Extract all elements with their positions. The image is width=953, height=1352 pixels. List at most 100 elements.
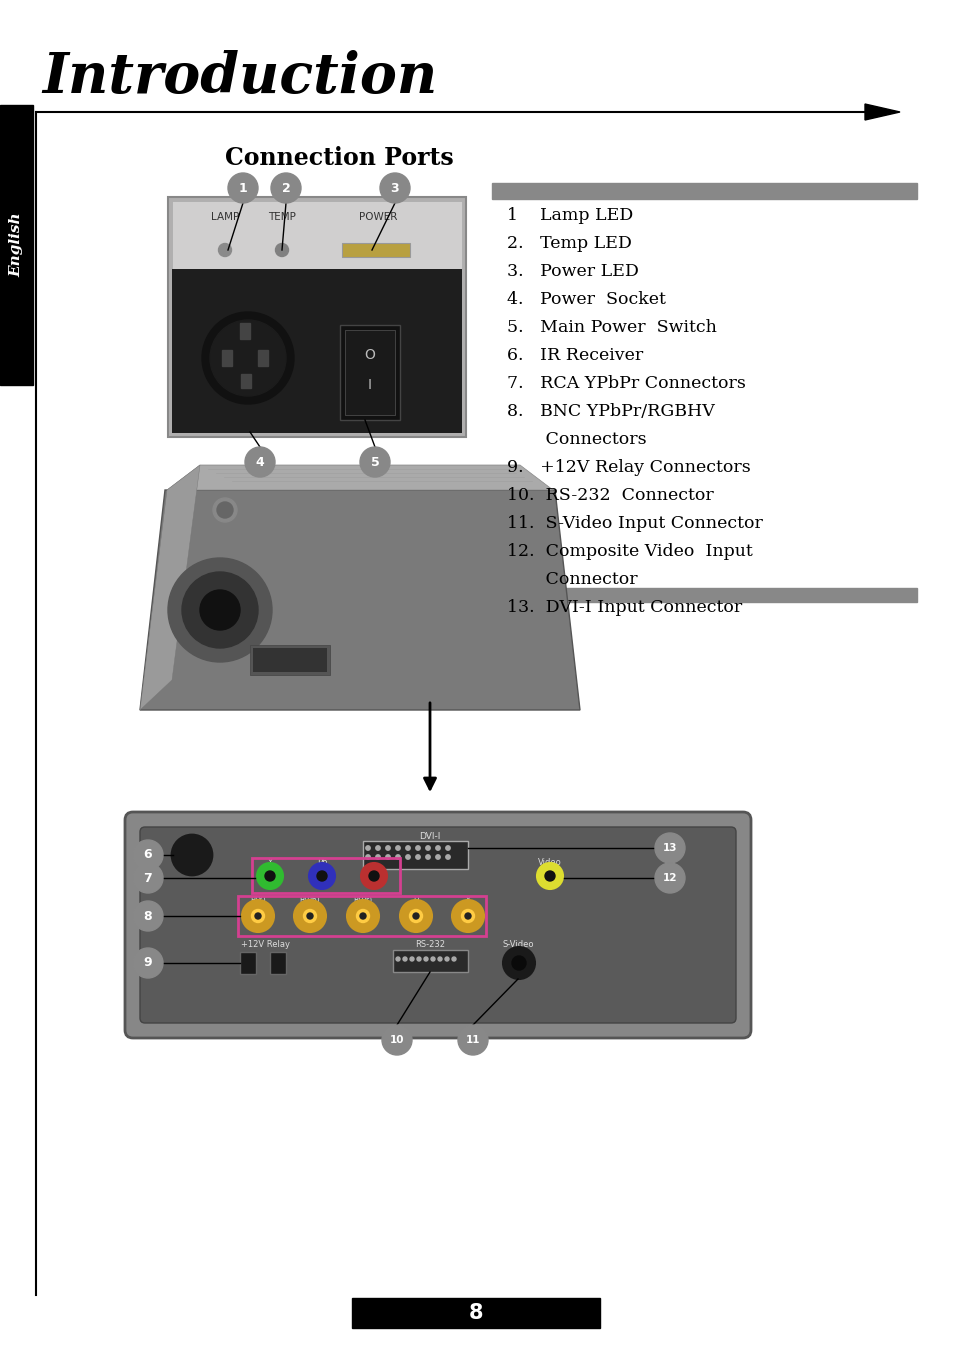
Circle shape — [655, 833, 684, 863]
Circle shape — [347, 900, 378, 932]
Circle shape — [452, 957, 456, 961]
Circle shape — [172, 836, 212, 875]
Circle shape — [202, 312, 294, 404]
Text: B(Pb): B(Pb) — [299, 896, 320, 904]
Bar — [237, 896, 485, 936]
Circle shape — [416, 846, 419, 850]
Circle shape — [245, 448, 274, 477]
Circle shape — [537, 863, 562, 890]
Text: Connectors: Connectors — [506, 431, 646, 448]
Text: 5.   Main Power  Switch: 5. Main Power Switch — [506, 319, 716, 337]
Circle shape — [271, 173, 301, 203]
Bar — [240, 952, 255, 973]
Text: 4: 4 — [255, 456, 264, 469]
Text: DVI-I: DVI-I — [419, 831, 440, 841]
Circle shape — [445, 846, 450, 850]
Circle shape — [132, 840, 163, 869]
Bar — [352, 1298, 599, 1328]
Bar — [0, 105, 33, 385]
Circle shape — [375, 846, 380, 850]
Text: Pb: Pb — [316, 859, 327, 867]
Circle shape — [359, 913, 366, 919]
Circle shape — [365, 846, 370, 850]
Bar — [253, 648, 327, 672]
Circle shape — [132, 900, 163, 932]
FancyBboxPatch shape — [140, 827, 735, 1023]
Text: 3: 3 — [391, 181, 399, 195]
Circle shape — [379, 173, 410, 203]
Circle shape — [395, 854, 399, 860]
Circle shape — [425, 854, 430, 860]
Circle shape — [360, 863, 387, 890]
Text: 3.   Power LED: 3. Power LED — [506, 264, 639, 280]
Circle shape — [309, 863, 335, 890]
Circle shape — [544, 871, 555, 882]
Circle shape — [182, 572, 257, 648]
Text: 13: 13 — [662, 844, 677, 853]
Text: Y: Y — [465, 896, 470, 904]
Circle shape — [423, 957, 428, 961]
Circle shape — [200, 589, 240, 630]
Circle shape — [369, 871, 378, 882]
Circle shape — [210, 320, 286, 396]
Circle shape — [256, 863, 283, 890]
Text: 7.   RCA YPbPr Connectors: 7. RCA YPbPr Connectors — [506, 375, 745, 392]
Text: 13.  DVI-I Input Connector: 13. DVI-I Input Connector — [506, 599, 741, 617]
Circle shape — [464, 913, 471, 919]
Text: O: O — [364, 347, 375, 362]
Bar — [257, 350, 268, 366]
Text: 4.   Power  Socket: 4. Power Socket — [506, 291, 665, 308]
Circle shape — [356, 910, 369, 922]
Circle shape — [655, 863, 684, 894]
Text: S-Video: S-Video — [501, 940, 533, 949]
Text: 9.   +12V Relay Connectors: 9. +12V Relay Connectors — [506, 458, 750, 476]
Circle shape — [445, 854, 450, 860]
Circle shape — [265, 871, 274, 882]
Polygon shape — [140, 489, 579, 710]
Circle shape — [385, 846, 390, 850]
Text: 12: 12 — [662, 873, 677, 883]
Text: RS-232: RS-232 — [415, 940, 444, 949]
Bar — [250, 645, 330, 675]
Text: 8: 8 — [468, 1303, 483, 1324]
Circle shape — [254, 913, 261, 919]
Circle shape — [436, 854, 439, 860]
Circle shape — [461, 910, 474, 922]
Text: 1: 1 — [238, 181, 247, 195]
Circle shape — [457, 1025, 488, 1055]
Bar — [172, 269, 461, 433]
Bar — [222, 350, 232, 366]
Text: 1    Lamp LED: 1 Lamp LED — [506, 207, 633, 224]
Text: 5: 5 — [370, 456, 379, 469]
Circle shape — [365, 854, 370, 860]
Text: 10.  RS-232  Connector: 10. RS-232 Connector — [506, 487, 713, 504]
Text: 7: 7 — [144, 872, 152, 884]
Circle shape — [395, 957, 399, 961]
Circle shape — [294, 900, 326, 932]
Bar — [168, 197, 465, 437]
Polygon shape — [864, 104, 899, 120]
Text: English: English — [9, 212, 23, 277]
Circle shape — [502, 946, 535, 979]
Text: Video: Video — [537, 859, 561, 867]
Text: 9: 9 — [144, 956, 152, 969]
Circle shape — [395, 846, 399, 850]
Text: +12V Relay: +12V Relay — [241, 940, 291, 949]
Circle shape — [307, 913, 313, 919]
Circle shape — [405, 846, 410, 850]
Polygon shape — [167, 465, 553, 489]
Circle shape — [512, 956, 525, 969]
Circle shape — [132, 948, 163, 977]
Text: 12.  Composite Video  Input: 12. Composite Video Input — [506, 544, 752, 560]
Bar — [345, 330, 395, 415]
Polygon shape — [140, 465, 200, 710]
Circle shape — [399, 900, 432, 932]
Text: 8.   BNC YPbPr/RGBHV: 8. BNC YPbPr/RGBHV — [506, 403, 714, 420]
Circle shape — [359, 448, 390, 477]
Circle shape — [316, 871, 327, 882]
Circle shape — [303, 910, 316, 922]
Text: H: H — [413, 896, 418, 904]
Text: I: I — [368, 379, 372, 392]
Text: Y: Y — [267, 859, 273, 867]
Circle shape — [216, 502, 233, 518]
